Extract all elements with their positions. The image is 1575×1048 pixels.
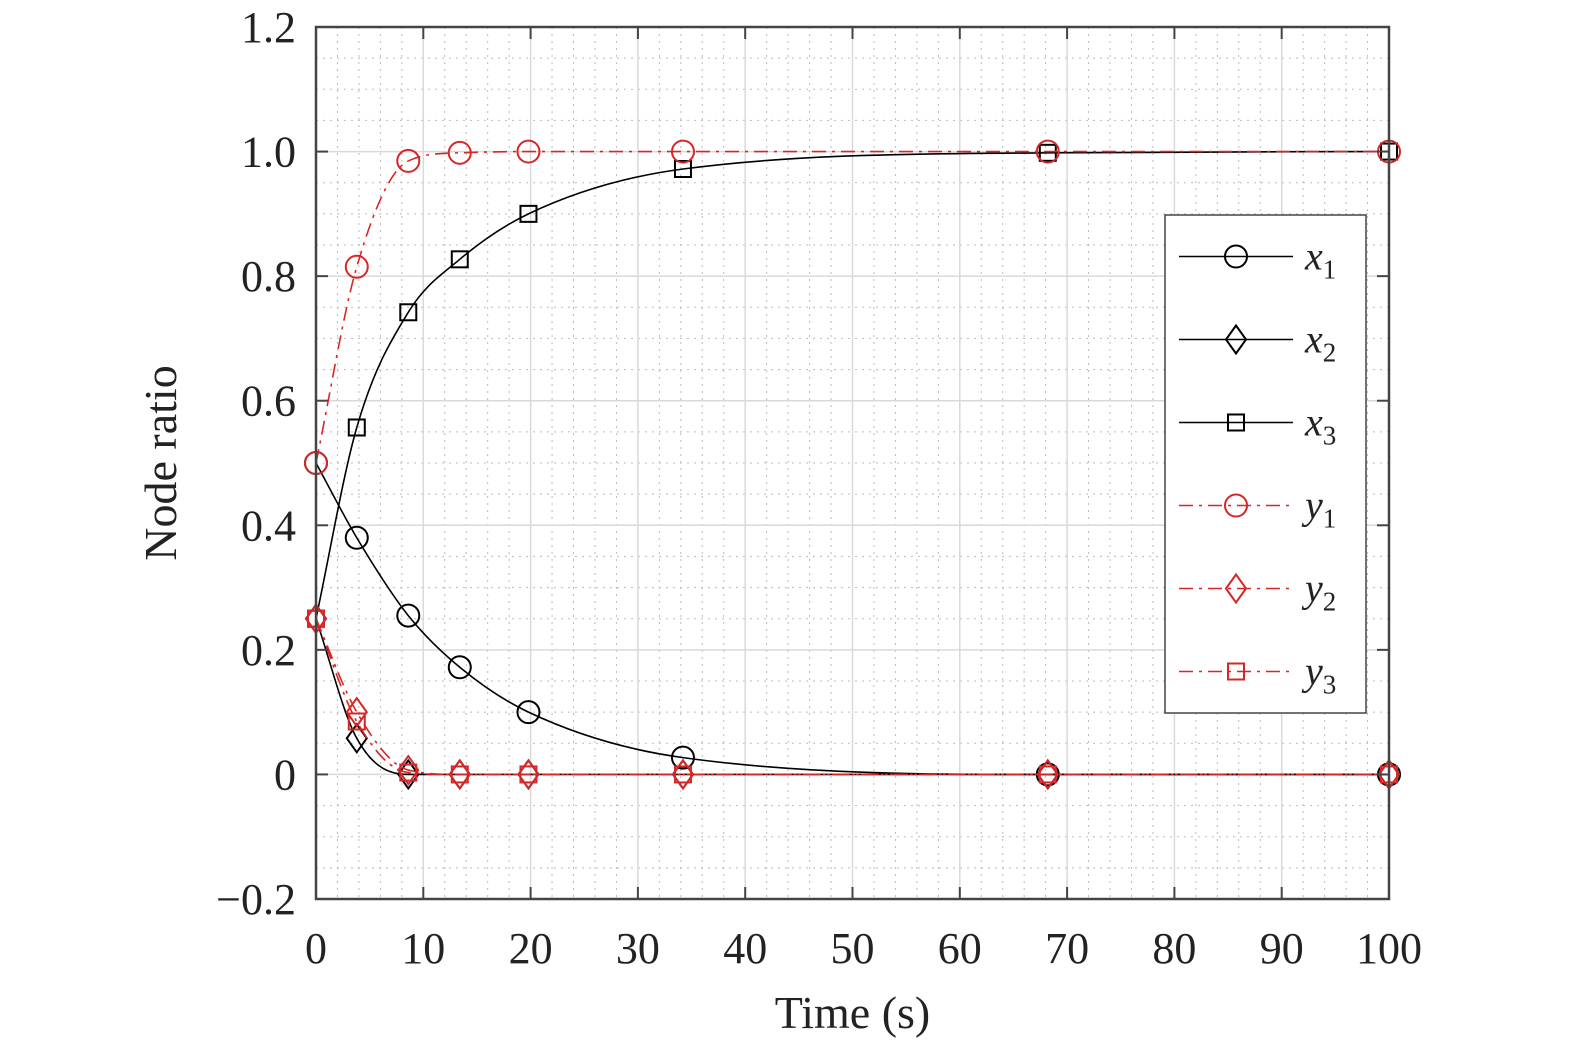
data-point-x3 xyxy=(450,250,469,269)
series-line-y3 xyxy=(315,618,1389,776)
data-point-y3 xyxy=(519,765,538,784)
data-point-x3 xyxy=(519,204,538,223)
data-point-x1 xyxy=(516,700,541,725)
tick-labels: 0 10 20 30 40 50 60 70 80 90 100−0.200.20.40.60.81… xyxy=(216,3,1422,973)
data-point-y3 xyxy=(450,765,469,784)
data-point-y1 xyxy=(516,139,541,164)
x-tick-label: 100 xyxy=(1356,924,1422,973)
x-tick-label: 40 xyxy=(723,924,767,973)
series-line-y2 xyxy=(315,618,1389,776)
data-point-y2 xyxy=(671,758,695,791)
data-point-y3 xyxy=(399,763,418,782)
legend-marker xyxy=(1227,662,1245,681)
legend-subscript: 2 xyxy=(1323,587,1337,617)
legend-marker xyxy=(1224,572,1248,605)
y-tick-label: 0.4 xyxy=(241,501,296,550)
legend-label: y1 xyxy=(1301,483,1336,534)
data-point-x3 xyxy=(347,418,366,437)
x-tick-label: 80 xyxy=(1152,924,1196,973)
legend-item: y1 xyxy=(1179,483,1336,534)
data-point-y3 xyxy=(347,712,366,731)
y-tick-label: 1.2 xyxy=(241,3,296,52)
legend-subscript: 1 xyxy=(1323,255,1337,285)
legend-subscript: 1 xyxy=(1323,504,1337,534)
legend-box xyxy=(1164,214,1367,714)
y-tick-label: 0.6 xyxy=(241,377,296,426)
data-point-x1 xyxy=(447,655,472,680)
data-point-y1 xyxy=(344,254,369,279)
legend-subscript: 2 xyxy=(1323,338,1337,368)
data-point-x1 xyxy=(396,603,421,628)
series-y1 xyxy=(304,139,1401,475)
legend-subscript: 3 xyxy=(1323,421,1337,451)
x-axis-title: Time (s) xyxy=(775,987,931,1038)
data-point-y3 xyxy=(673,765,692,784)
data-point-y1 xyxy=(670,139,695,164)
y-tick-label: 0 xyxy=(274,750,296,799)
x-tick-label: 60 xyxy=(938,924,982,973)
legend-marker xyxy=(1224,323,1248,356)
legend-label: x2 xyxy=(1304,317,1336,368)
data-point-y2 xyxy=(1036,758,1060,791)
data-point-y2 xyxy=(448,758,472,791)
data-point-y3 xyxy=(1038,765,1057,784)
y-axis-title: Node ratio xyxy=(135,365,186,560)
legend-item: x3 xyxy=(1179,400,1336,451)
data-point-x3 xyxy=(1038,143,1057,162)
y-tick-label: 1.0 xyxy=(241,128,296,177)
data-point-y1 xyxy=(447,140,472,165)
data-point-x1 xyxy=(344,525,369,550)
x-tick-label: 20 xyxy=(509,924,553,973)
legend-marker xyxy=(1224,244,1248,269)
legend-marker xyxy=(1224,493,1248,518)
x-tick-label: 50 xyxy=(831,924,875,973)
data-point-x3 xyxy=(399,303,418,322)
series-line-y1 xyxy=(315,150,1389,464)
legend-subscript: 3 xyxy=(1323,670,1337,700)
data-point-y2 xyxy=(517,758,540,791)
y-tick-label: 0.2 xyxy=(241,626,296,675)
x-tick-label: 30 xyxy=(616,924,660,973)
legend-marker xyxy=(1227,413,1245,432)
legend-item: y3 xyxy=(1179,649,1336,700)
x-tick-label: 90 xyxy=(1260,924,1304,973)
data-point-x3 xyxy=(673,160,692,179)
x-tick-label: 10 xyxy=(401,924,445,973)
data-point-y1 xyxy=(1035,139,1060,164)
x-tick-label: 0 xyxy=(305,924,327,973)
data-point-y1 xyxy=(396,148,421,173)
legend-item: x2 xyxy=(1179,317,1336,368)
data-point-x1 xyxy=(670,745,695,770)
y-tick-label: −0.2 xyxy=(216,875,296,924)
series-line-x3 xyxy=(315,150,1390,619)
data-point-x2 xyxy=(397,758,420,791)
y-tick-label: 0.8 xyxy=(241,252,296,301)
series-layer xyxy=(304,139,1401,791)
x-tick-label: 70 xyxy=(1045,924,1089,973)
